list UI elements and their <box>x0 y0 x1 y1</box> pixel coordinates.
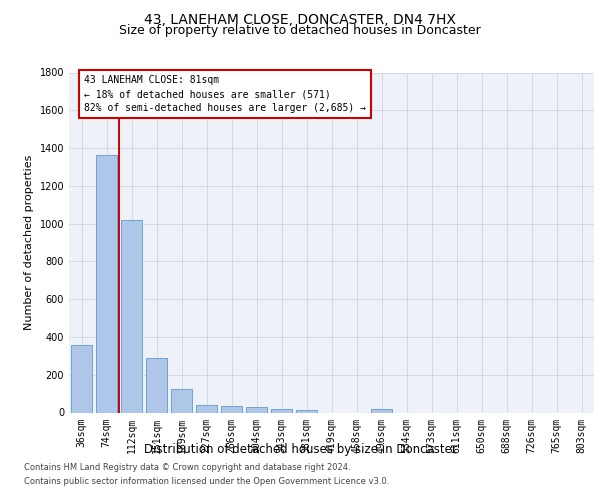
Bar <box>96 154 117 412</box>
Bar <box>121 220 142 412</box>
Bar <box>296 410 317 412</box>
Bar <box>371 408 392 412</box>
Bar <box>246 407 267 412</box>
Text: Distribution of detached houses by size in Doncaster: Distribution of detached houses by size … <box>143 442 457 456</box>
Bar <box>196 405 217 412</box>
Bar <box>271 408 292 412</box>
Text: Size of property relative to detached houses in Doncaster: Size of property relative to detached ho… <box>119 24 481 37</box>
Text: 43, LANEHAM CLOSE, DONCASTER, DN4 7HX: 43, LANEHAM CLOSE, DONCASTER, DN4 7HX <box>144 12 456 26</box>
Y-axis label: Number of detached properties: Number of detached properties <box>24 155 34 330</box>
Text: Contains HM Land Registry data © Crown copyright and database right 2024.: Contains HM Land Registry data © Crown c… <box>24 464 350 472</box>
Bar <box>221 406 242 412</box>
Bar <box>71 346 92 412</box>
Bar <box>171 389 192 412</box>
Bar <box>146 358 167 412</box>
Text: Contains public sector information licensed under the Open Government Licence v3: Contains public sector information licen… <box>24 477 389 486</box>
Text: 43 LANEHAM CLOSE: 81sqm
← 18% of detached houses are smaller (571)
82% of semi-d: 43 LANEHAM CLOSE: 81sqm ← 18% of detache… <box>84 76 366 114</box>
